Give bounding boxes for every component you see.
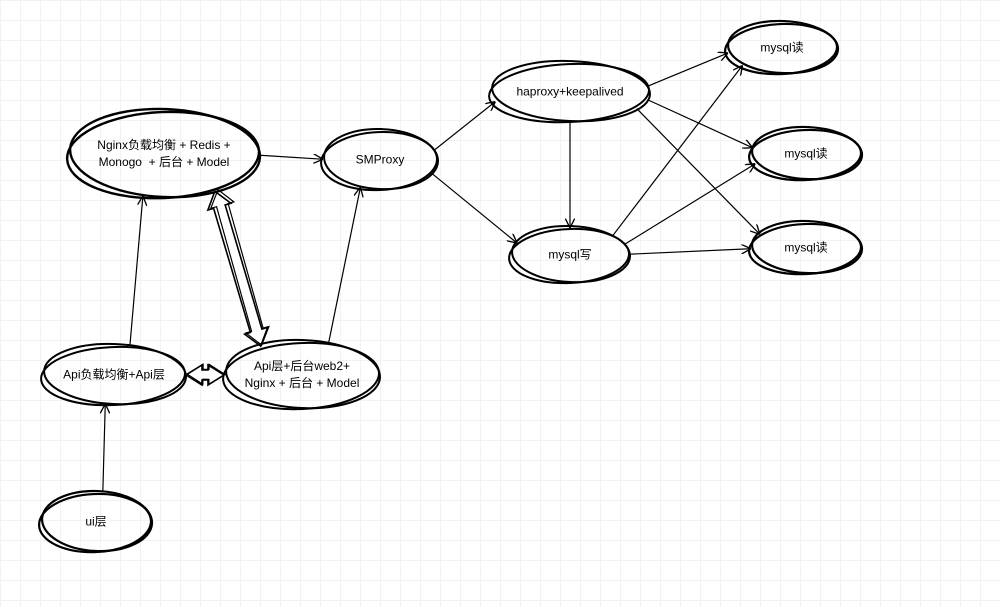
edge-haproxy-mysqlr2	[647, 100, 751, 148]
node-api2	[222, 337, 382, 413]
edge-haproxy-mysqlr1	[648, 53, 727, 86]
diagram-canvas: { "diagram":{ "type":"network", "backgro…	[0, 0, 1000, 607]
node-haproxy	[488, 58, 651, 126]
edge-api1-nginx	[130, 197, 143, 346]
edge-api2-smproxy	[329, 188, 361, 343]
edge-ui-api1	[103, 405, 105, 492]
node-api1	[40, 341, 187, 408]
node-mysqlr2	[748, 125, 863, 183]
node-nginx	[65, 105, 262, 202]
node-mysqlr3	[748, 219, 863, 277]
node-ui	[38, 489, 153, 555]
edge-mysqlw-mysqlr3	[630, 249, 750, 254]
edge-haproxy-mysqlr3	[637, 109, 760, 234]
edge-nginx-smproxy	[260, 155, 322, 159]
diagram-svg	[0, 0, 1000, 607]
double-arrow-api1-api2	[186, 365, 224, 385]
edge-smproxy-haproxy	[435, 102, 495, 150]
edge-mysqlw-mysqlr2	[625, 164, 754, 244]
edge-mysqlw-mysqlr1	[613, 66, 742, 235]
edge-smproxy-mysqlw	[432, 173, 516, 242]
node-smproxy	[320, 127, 439, 193]
node-mysqlr1	[724, 19, 839, 77]
node-mysqlw	[508, 223, 631, 285]
